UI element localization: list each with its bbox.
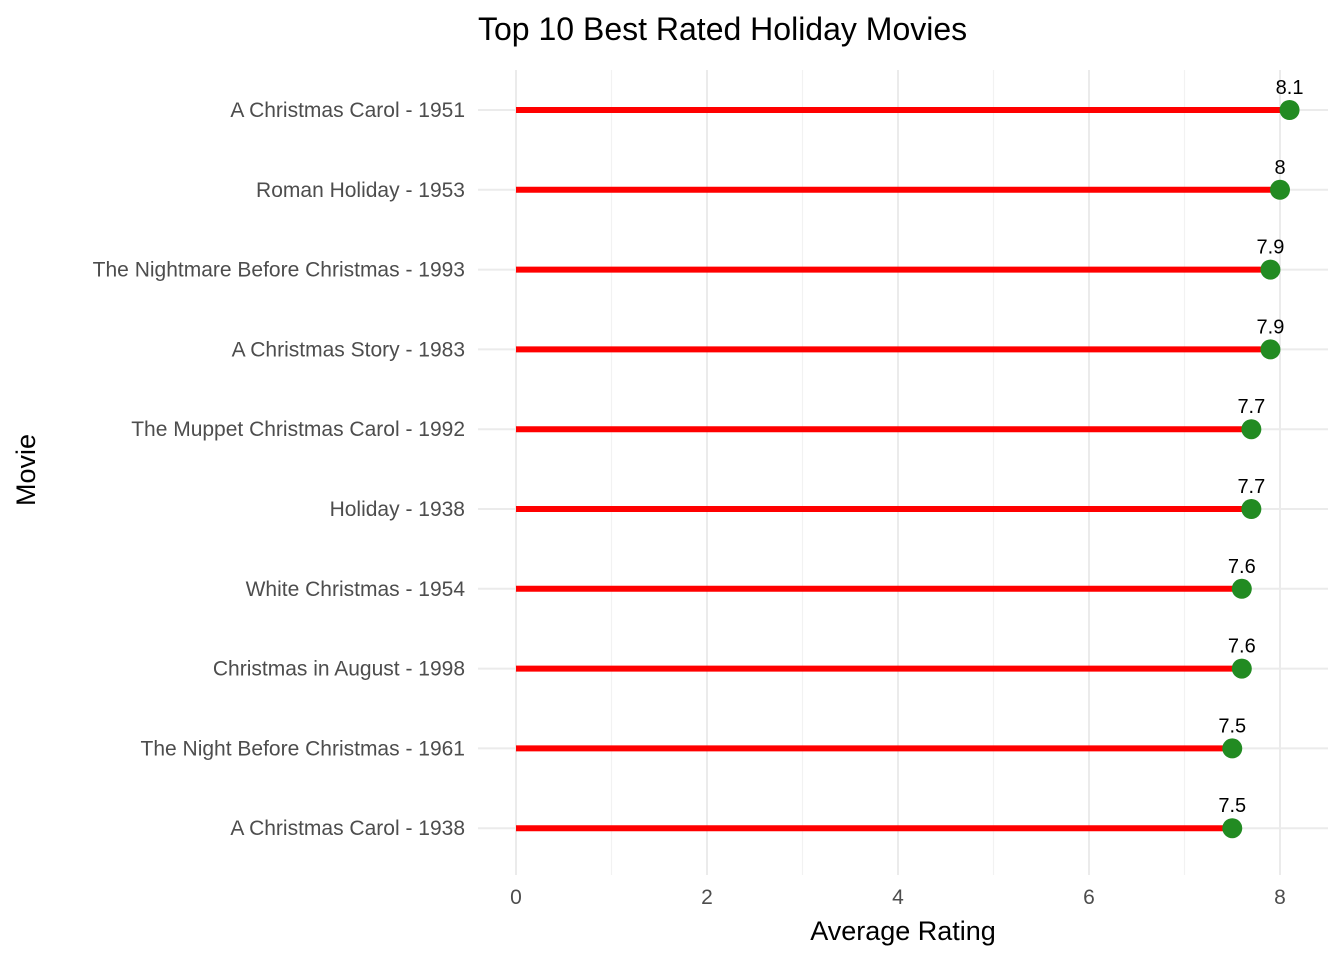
x-tick-label: 6 bbox=[1083, 886, 1095, 909]
y-tick-label: A Christmas Story - 1983 bbox=[232, 338, 465, 361]
lollipop-point bbox=[1260, 259, 1281, 280]
data-labels: 8.1 8 7.9 7.9 7.7 7.7 7.6 7.6 7.5 7.5 bbox=[1218, 77, 1303, 817]
y-tick-label: A Christmas Carol - 1951 bbox=[230, 99, 465, 122]
y-tick-label: Roman Holiday - 1953 bbox=[256, 179, 465, 202]
y-tick-label: A Christmas Carol - 1938 bbox=[230, 817, 465, 840]
value-label: 7.7 bbox=[1237, 476, 1265, 498]
chart-title: Top 10 Best Rated Holiday Movies bbox=[478, 11, 967, 47]
value-label: 7.6 bbox=[1228, 556, 1256, 578]
lollipop-point bbox=[1260, 339, 1281, 360]
lollipop-point bbox=[1279, 100, 1300, 120]
x-axis-ticks: 0 2 4 6 8 bbox=[510, 886, 1286, 909]
y-axis-title: Movie bbox=[11, 434, 41, 506]
lollipop-point bbox=[1241, 419, 1262, 440]
y-axis-ticks: A Christmas Carol - 1951 Roman Holiday - … bbox=[93, 99, 466, 840]
lollipop-point bbox=[1231, 658, 1252, 679]
lollipop-point bbox=[1270, 179, 1290, 200]
x-tick-label: 0 bbox=[510, 886, 522, 909]
x-axis-title: Average Rating bbox=[810, 916, 996, 946]
stems bbox=[516, 107, 1290, 832]
y-tick-label: White Christmas - 1954 bbox=[246, 578, 466, 601]
value-label: 8.1 bbox=[1276, 77, 1304, 99]
value-label: 7.7 bbox=[1237, 396, 1265, 418]
value-label: 7.9 bbox=[1257, 237, 1285, 259]
points bbox=[1222, 100, 1300, 839]
lollipop-point bbox=[1222, 818, 1243, 839]
value-label: 8 bbox=[1274, 157, 1285, 179]
y-tick-label: The Muppet Christmas Carol - 1992 bbox=[131, 418, 465, 441]
value-label: 7.5 bbox=[1218, 795, 1246, 817]
value-label: 7.6 bbox=[1228, 636, 1256, 658]
value-label: 7.9 bbox=[1257, 316, 1285, 338]
x-tick-label: 4 bbox=[892, 886, 904, 909]
y-tick-label: The Nightmare Before Christmas - 1993 bbox=[93, 259, 465, 282]
lollipop-point bbox=[1241, 499, 1262, 519]
y-tick-label: The Night Before Christmas - 1961 bbox=[141, 737, 465, 760]
x-tick-label: 8 bbox=[1274, 886, 1286, 909]
x-tick-label: 2 bbox=[701, 886, 713, 909]
lollipop-point bbox=[1231, 578, 1252, 599]
y-tick-label: Holiday - 1938 bbox=[330, 498, 465, 521]
lollipop-point bbox=[1222, 738, 1243, 759]
value-label: 7.5 bbox=[1218, 715, 1246, 737]
y-tick-label: Christmas in August - 1998 bbox=[213, 658, 465, 681]
